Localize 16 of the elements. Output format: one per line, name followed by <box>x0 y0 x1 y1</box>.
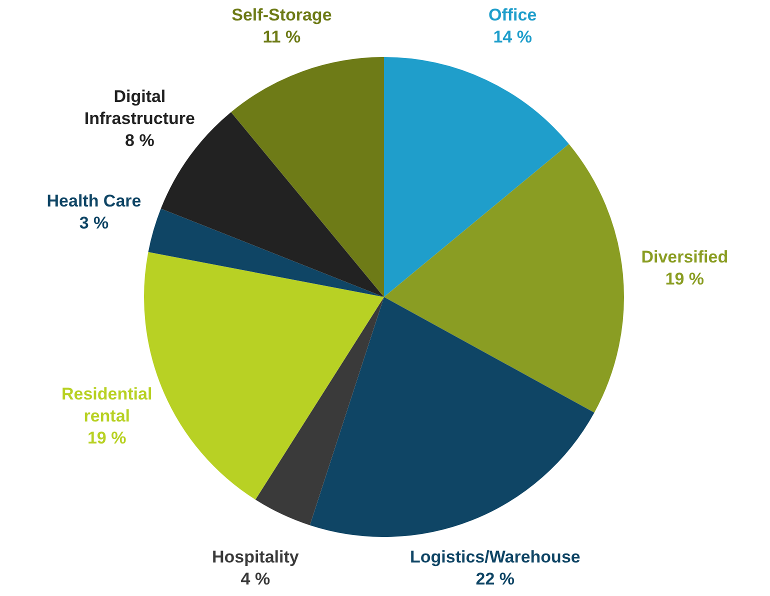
data-label: 19 % <box>87 428 126 448</box>
data-label: 8 % <box>125 131 154 150</box>
slice-label: Logistics/Warehouse <box>410 548 580 567</box>
slice-label: Health Care <box>46 191 142 210</box>
data-label: 3 % <box>79 213 109 232</box>
data-label: 19 % <box>665 269 704 288</box>
slice-label: Diversified <box>641 247 728 266</box>
data-label: 22 % <box>476 570 515 589</box>
data-label: 14 % <box>493 28 532 47</box>
slice-label: Hospitality <box>212 548 300 567</box>
data-label: 11 % <box>262 28 301 47</box>
slice-label: Residential rental <box>61 384 152 426</box>
data-label: 4 % <box>240 570 270 589</box>
slice-label: Self-Storage <box>232 6 332 25</box>
slice-label: Office <box>488 6 537 25</box>
slice-label: Digital Infrastructure <box>84 87 195 128</box>
